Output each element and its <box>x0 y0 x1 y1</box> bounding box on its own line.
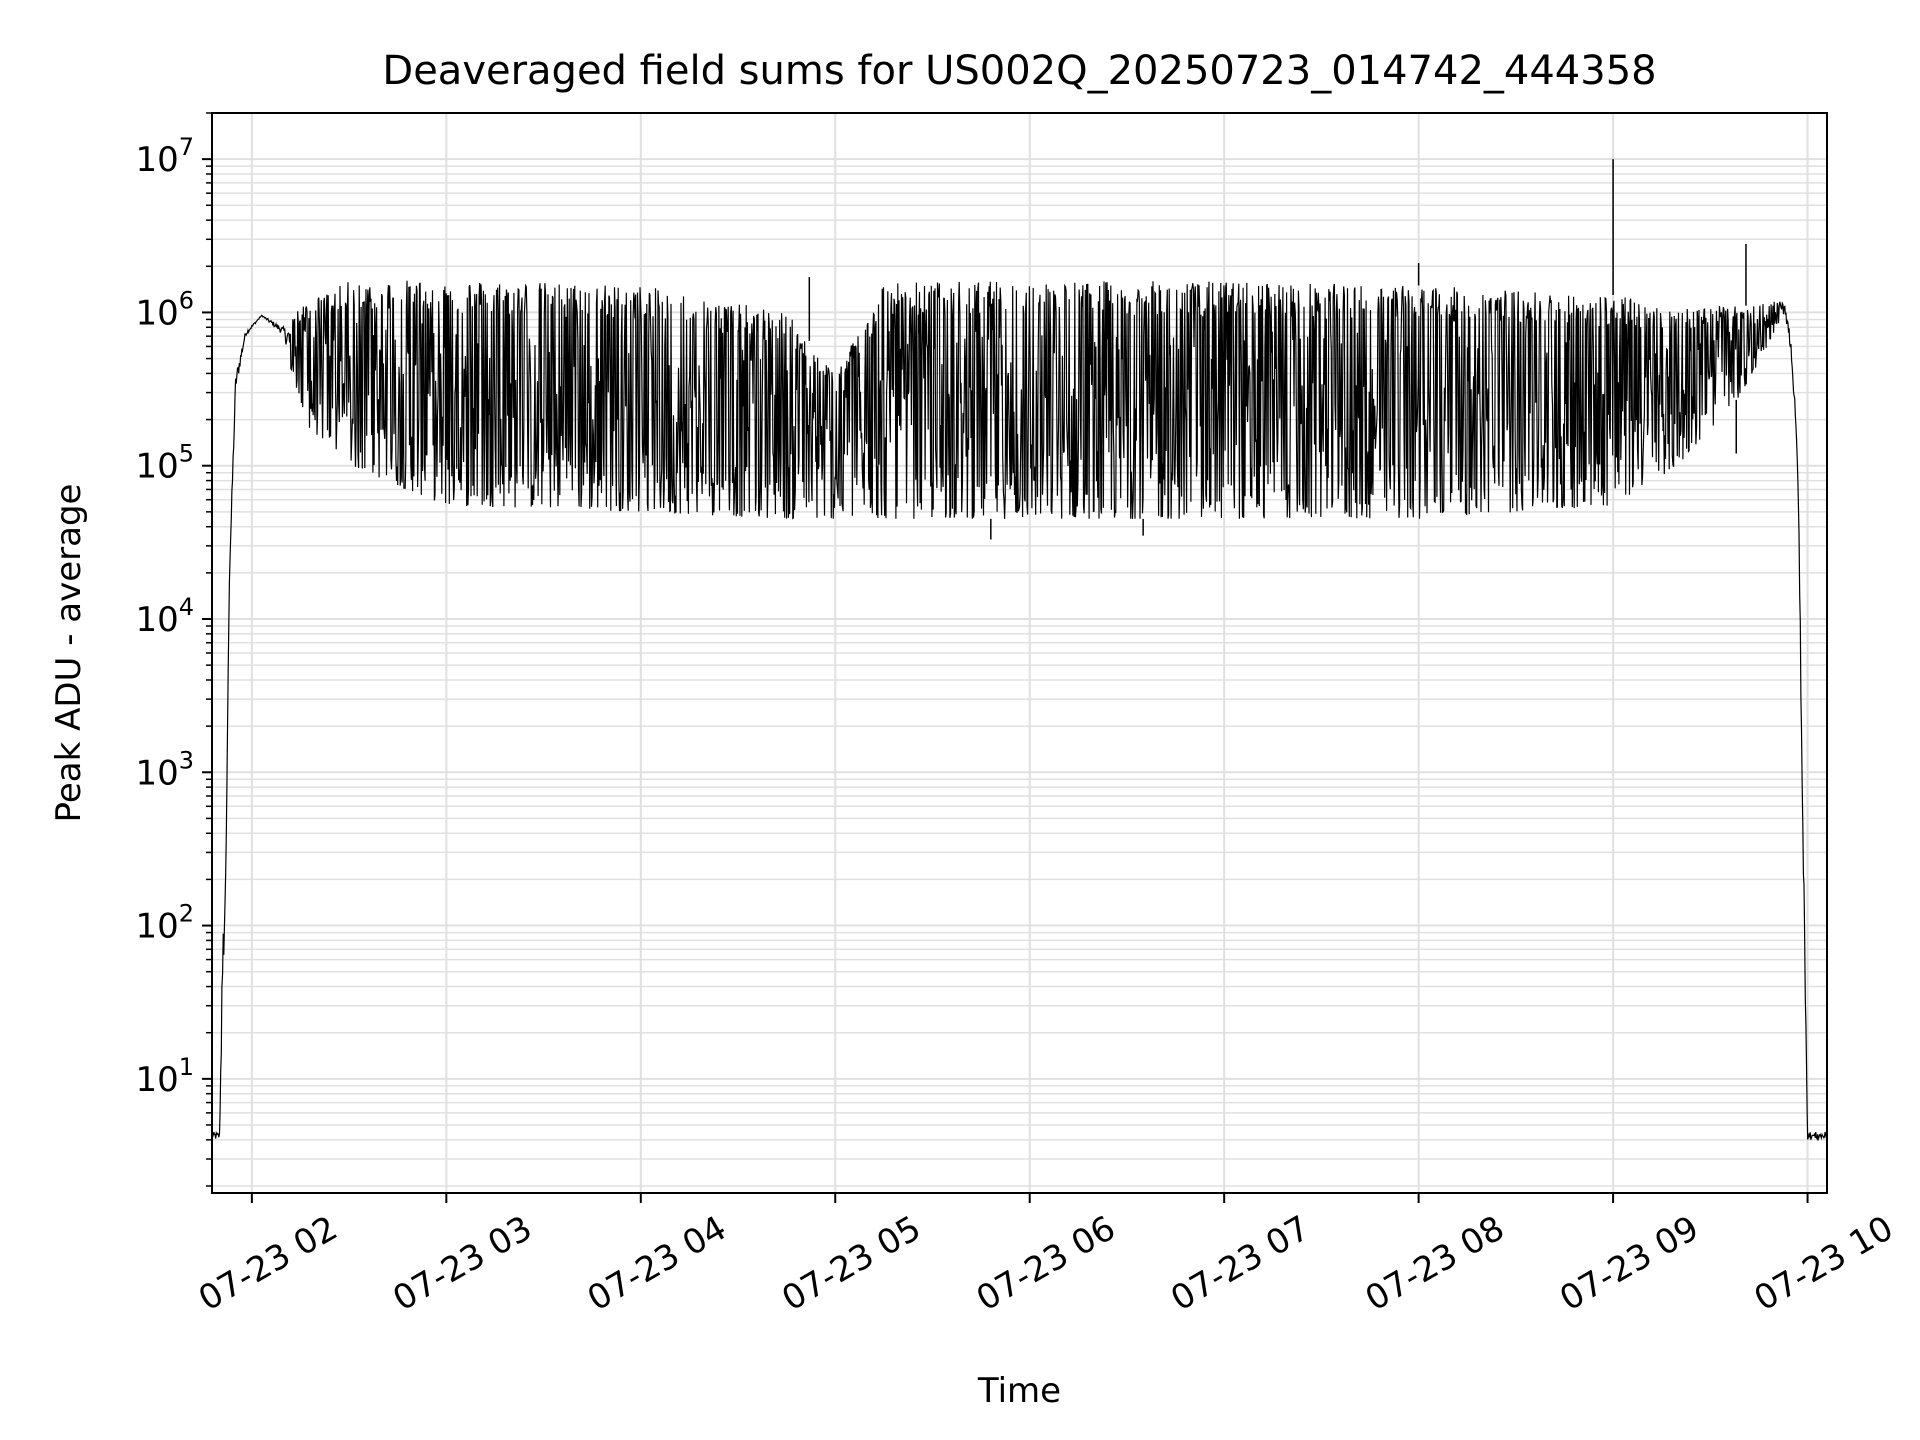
y-axis-label: Peak ADU - average <box>49 484 89 823</box>
y-tick-label: 107 <box>135 133 194 180</box>
y-tick-base: 10 <box>135 1060 178 1100</box>
series-line <box>211 280 1828 1142</box>
y-tick-exponent: 2 <box>179 900 194 928</box>
y-tick-base: 10 <box>135 140 178 180</box>
y-tick-label: 106 <box>135 286 194 333</box>
y-tick-exponent: 4 <box>179 593 194 621</box>
y-tick-label: 101 <box>135 1053 194 1100</box>
y-tick-label: 104 <box>135 593 194 640</box>
y-tick-exponent: 1 <box>179 1053 194 1081</box>
y-tick-exponent: 6 <box>179 286 194 314</box>
chart-title: Deaveraged field sums for US002Q_2025072… <box>382 48 1656 94</box>
y-tick-base: 10 <box>135 907 178 947</box>
y-tick-exponent: 7 <box>179 133 194 161</box>
x-axis-label: Time <box>977 1371 1061 1411</box>
y-tick-label: 102 <box>135 900 194 947</box>
y-tick-base: 10 <box>135 600 178 640</box>
y-tick-base: 10 <box>135 447 178 487</box>
y-tick-exponent: 5 <box>179 440 194 468</box>
y-tick-exponent: 3 <box>179 746 194 774</box>
tick-marks <box>202 112 1809 1203</box>
y-tick-base: 10 <box>135 293 178 333</box>
y-tick-label: 103 <box>135 746 194 793</box>
series-layer <box>211 159 1828 1142</box>
y-tick-base: 10 <box>135 753 178 793</box>
y-tick-label: 105 <box>135 440 194 487</box>
